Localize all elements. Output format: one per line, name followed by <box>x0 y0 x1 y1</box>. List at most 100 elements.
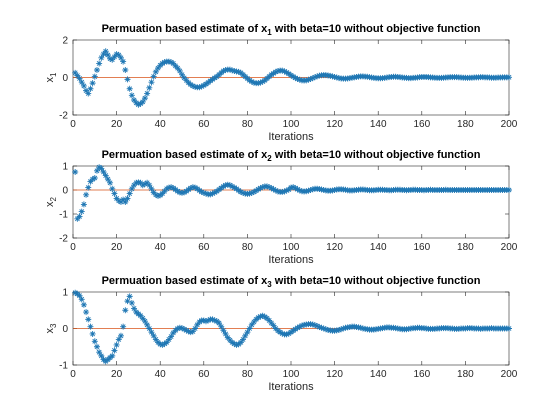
data-point-1-90 <box>268 71 275 78</box>
data-point-3-18 <box>111 347 118 354</box>
data-point-2-0 <box>72 169 79 175</box>
data-point-3-104 <box>298 322 305 329</box>
data-point-2-7 <box>87 178 94 185</box>
data-point-3-102 <box>294 324 301 331</box>
data-point-2-41 <box>161 188 168 195</box>
data-point-1-12 <box>98 54 105 61</box>
data-point-1-13 <box>100 51 107 58</box>
x-tick-label-2-10: 200 <box>501 242 518 253</box>
data-point-3-85 <box>257 313 264 320</box>
data-point-1-2 <box>76 75 83 82</box>
data-point-3-39 <box>157 341 164 348</box>
data-point-3-56 <box>194 321 201 328</box>
data-point-2-48 <box>176 189 183 196</box>
x-tick-label-1-1: 20 <box>111 119 123 130</box>
data-point-1-14 <box>102 48 109 55</box>
data-point-1-26 <box>128 92 135 99</box>
data-point-3-33 <box>144 321 151 328</box>
data-point-1-20 <box>115 52 122 58</box>
data-point-2-68 <box>220 183 227 190</box>
data-point-2-118 <box>329 187 336 194</box>
data-point-3-30 <box>137 312 144 319</box>
data-point-3-88 <box>264 315 271 322</box>
data-point-1-81 <box>248 78 255 85</box>
data-point-1-23 <box>122 67 129 73</box>
x-tick-label-3-5: 100 <box>283 369 300 380</box>
data-point-1-199 <box>506 74 512 81</box>
data-point-1-119 <box>331 73 338 80</box>
data-point-2-8 <box>89 176 96 183</box>
data-point-3-68 <box>220 327 227 334</box>
data-point-3-31 <box>139 315 146 322</box>
data-point-3-91 <box>270 322 277 329</box>
data-point-3-20 <box>115 336 122 343</box>
data-point-1-17 <box>109 56 116 63</box>
data-point-1-7 <box>87 85 94 92</box>
data-point-2-43 <box>165 184 172 191</box>
data-point-1-53 <box>187 81 194 88</box>
data-point-3-2 <box>76 292 83 299</box>
data-point-3-53 <box>187 329 194 336</box>
data-point-2-71 <box>226 182 233 189</box>
data-point-2-2 <box>76 213 83 220</box>
x-axis-label-3: Iterations <box>268 381 314 393</box>
data-point-2-73 <box>231 184 238 191</box>
data-point-2-16 <box>107 179 114 186</box>
data-point-2-21 <box>117 199 124 205</box>
data-point-3-43 <box>165 336 172 343</box>
data-point-1-38 <box>155 65 162 72</box>
data-point-3-103 <box>296 323 303 330</box>
series-markers-1 <box>72 48 512 108</box>
x-tick-label-1-9: 180 <box>457 119 474 130</box>
y-tick-label-2-3: 1 <box>62 162 68 173</box>
data-point-1-21 <box>117 54 124 61</box>
data-point-3-123 <box>340 325 347 332</box>
data-point-1-95 <box>279 67 286 74</box>
data-point-3-97 <box>283 331 290 338</box>
data-point-2-91 <box>270 186 277 193</box>
data-point-1-3 <box>78 79 85 86</box>
data-point-2-114 <box>320 187 327 193</box>
series-markers-2 <box>72 164 512 222</box>
data-point-2-77 <box>240 189 247 196</box>
data-point-2-103 <box>296 187 303 194</box>
data-point-1-35 <box>148 79 155 86</box>
data-point-2-49 <box>179 189 185 196</box>
data-point-3-55 <box>192 325 199 332</box>
data-point-2-14 <box>102 172 109 179</box>
data-point-3-47 <box>174 325 181 332</box>
y-tick-label-2-0: -2 <box>59 234 68 245</box>
data-point-2-1 <box>74 215 81 222</box>
data-point-1-120 <box>333 74 340 81</box>
data-point-3-36 <box>150 332 157 339</box>
data-point-2-124 <box>342 186 349 193</box>
chart-title-2-tail: with beta=10 without objective function <box>272 149 481 161</box>
data-point-3-22 <box>120 323 127 330</box>
y-axis-label-1-subscript: 1 <box>49 72 58 77</box>
data-point-3-57 <box>196 318 203 325</box>
data-point-1-32 <box>141 95 148 102</box>
x-tick-label-2-4: 80 <box>242 242 254 253</box>
data-point-3-70 <box>224 334 231 341</box>
data-point-3-63 <box>209 316 216 323</box>
data-point-3-12 <box>98 352 105 359</box>
data-point-3-26 <box>128 299 135 306</box>
chart-title-3-main: Permuation based estimate of x <box>102 275 269 287</box>
data-point-3-94 <box>277 329 284 336</box>
chart-panel-1: Permuation based estimate of x1 with bet… <box>44 23 518 143</box>
x-tick-label-3-2: 40 <box>155 369 167 380</box>
x-axis-label-2: Iterations <box>268 254 314 266</box>
data-point-2-60 <box>202 190 209 197</box>
data-point-2-83 <box>253 187 260 194</box>
x-tick-label-3-9: 180 <box>457 369 474 380</box>
y-tick-label-2-1: -1 <box>59 210 68 221</box>
data-point-3-109 <box>309 321 316 328</box>
data-point-1-41 <box>161 59 168 66</box>
data-point-2-100 <box>290 184 297 191</box>
y-axis-label-2: x2 <box>44 196 58 207</box>
data-point-2-101 <box>292 185 299 192</box>
data-point-2-80 <box>246 190 253 197</box>
data-point-1-31 <box>139 98 146 105</box>
data-point-2-102 <box>294 186 301 193</box>
data-point-1-107 <box>305 76 312 83</box>
